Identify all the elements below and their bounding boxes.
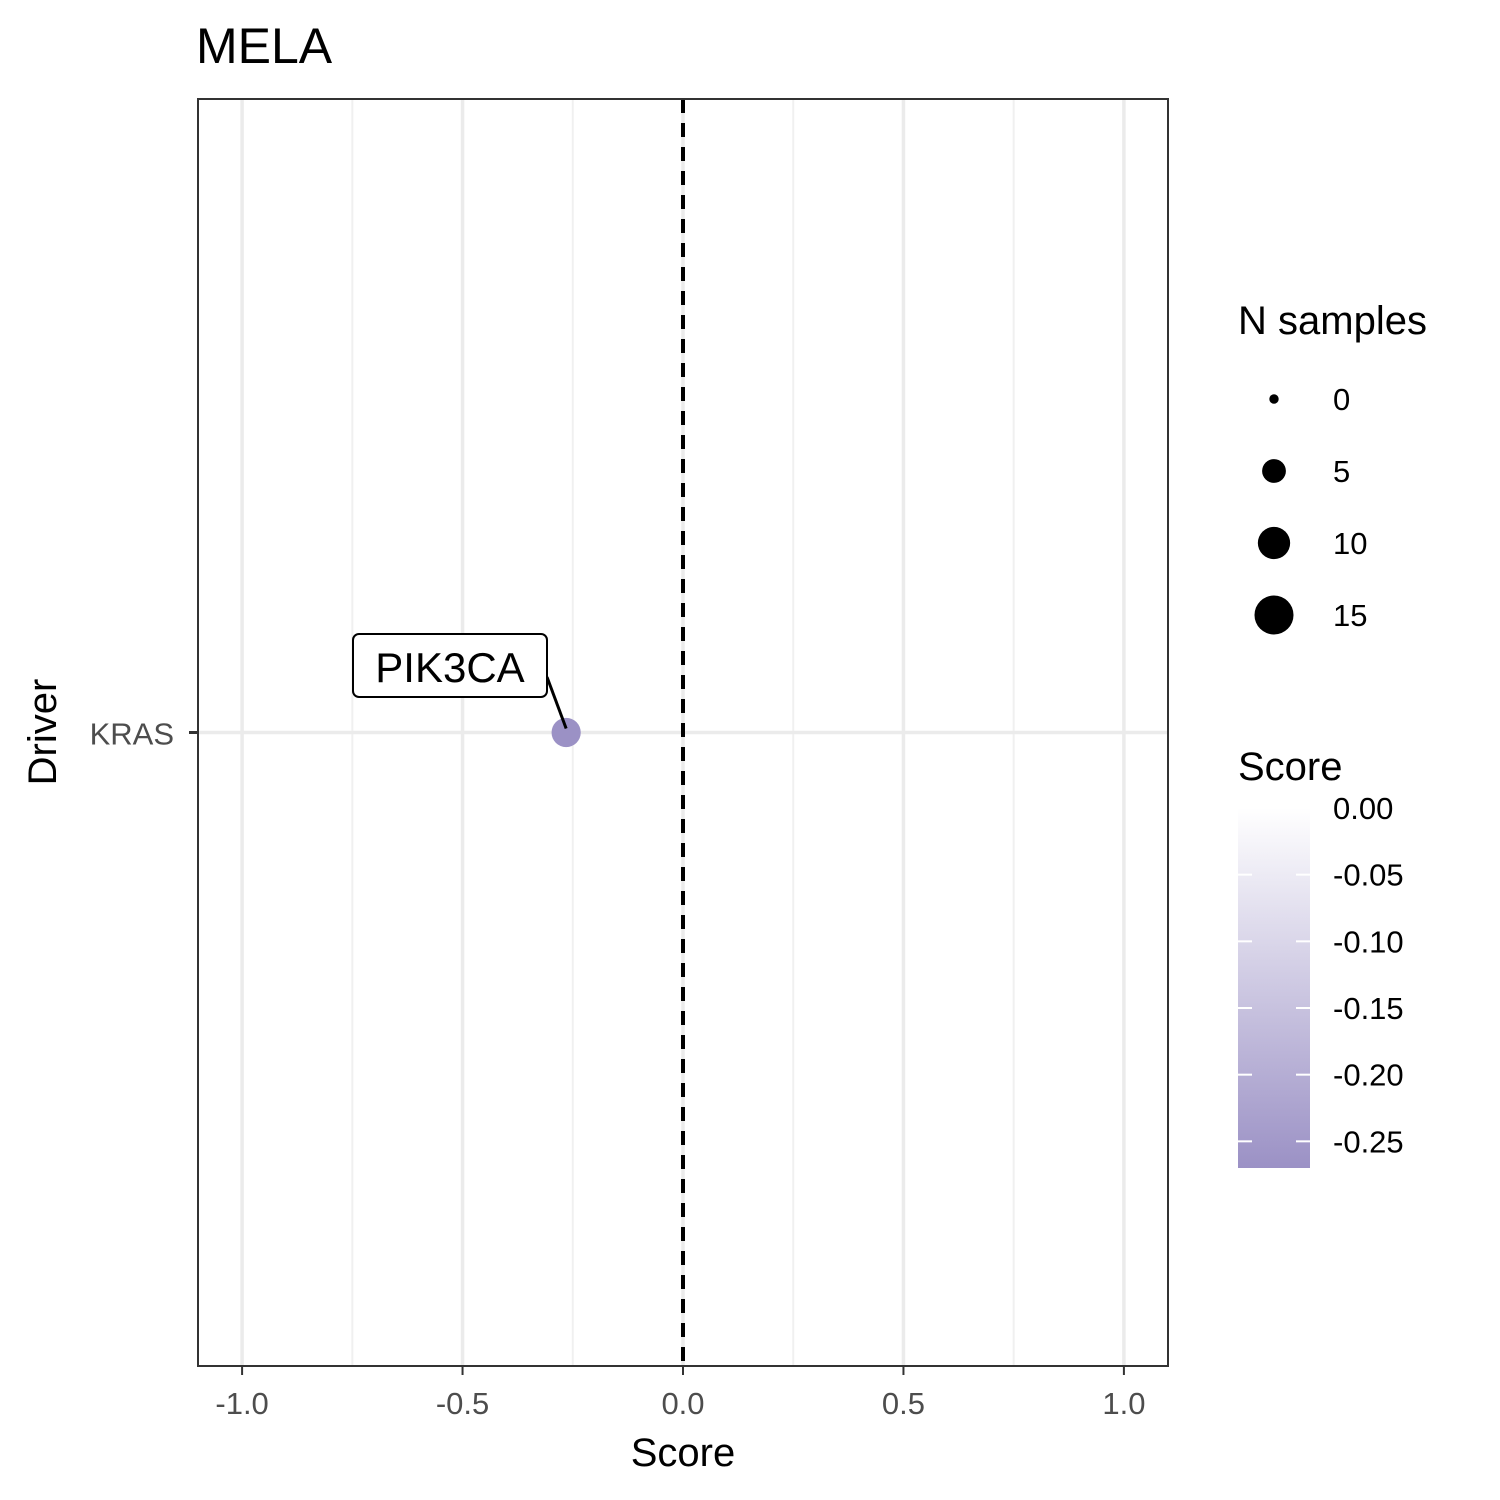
color-legend-label: -0.05: [1333, 858, 1404, 893]
size-legend-items: 0 5 10 15: [1254, 382, 1367, 635]
color-legend: Score 0.00 -0.05 -0.10 -0.15 -0.20 -0.25: [1238, 745, 1404, 1168]
size-legend-label: 0: [1333, 382, 1350, 417]
size-legend: N samples 0 5 10 15: [1238, 299, 1427, 635]
x-tick-label: -1.0: [215, 1386, 268, 1421]
size-legend-key: [1262, 459, 1286, 483]
data-points: [551, 717, 581, 748]
x-tick-label: 0.0: [661, 1386, 704, 1421]
color-legend-title: Score: [1238, 745, 1343, 789]
chart-title: MELA: [196, 18, 333, 74]
size-legend-key: [1269, 394, 1279, 404]
x-tick-label: 1.0: [1102, 1386, 1145, 1421]
plot-panel: PIK3CA: [197, 98, 1169, 1367]
color-legend-label: -0.25: [1333, 1124, 1404, 1159]
size-legend-label: 10: [1333, 526, 1367, 561]
y-tick-label: KRAS: [90, 717, 174, 752]
color-legend-label: -0.10: [1333, 924, 1404, 959]
size-legend-key: [1254, 595, 1294, 635]
x-axis-title: Score: [631, 1431, 736, 1475]
point-label: PIK3CA: [375, 644, 524, 691]
x-tick-label: -0.5: [436, 1386, 489, 1421]
color-legend-label: 0.00: [1333, 791, 1393, 826]
point-labels: PIK3CA: [352, 633, 568, 730]
color-legend-label: -0.20: [1333, 1058, 1404, 1093]
x-axis: -1.0 -0.5 0.0 0.5 1.0: [215, 1366, 1145, 1421]
size-legend-title: N samples: [1238, 299, 1427, 343]
point-label-box: [352, 633, 548, 698]
y-axis: KRAS: [90, 717, 198, 752]
y-axis-title: Driver: [21, 679, 65, 786]
color-legend-bar: [1238, 808, 1310, 1168]
x-tick-label: 0.5: [882, 1386, 925, 1421]
size-legend-key: [1257, 526, 1291, 560]
color-legend-label: -0.15: [1333, 991, 1404, 1026]
color-legend-ticks: 0.00 -0.05 -0.10 -0.15 -0.20 -0.25: [1238, 791, 1404, 1159]
data-point: [551, 717, 581, 748]
size-legend-label: 5: [1333, 454, 1350, 489]
point-label-leader: [545, 676, 568, 730]
size-legend-label: 15: [1333, 598, 1367, 633]
